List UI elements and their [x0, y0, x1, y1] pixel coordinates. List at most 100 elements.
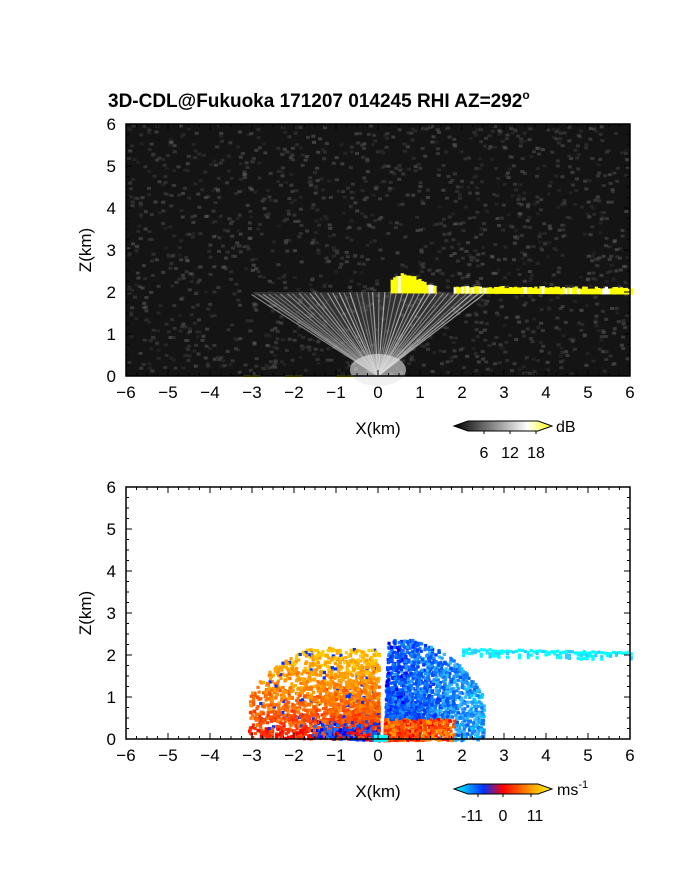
noise-cell [337, 368, 342, 372]
velocity-cell [348, 713, 353, 717]
noise-cell [323, 214, 328, 218]
velocity-cell [344, 734, 348, 738]
noise-cell [165, 193, 170, 197]
noise-cell [239, 177, 244, 181]
velocity-cell [271, 686, 275, 690]
velocity-cell [376, 709, 380, 714]
noise-cell [273, 362, 278, 366]
velocity-cell [371, 722, 375, 726]
velocity-cell [360, 664, 364, 668]
velocity-cell [270, 710, 274, 714]
cloud-echo-cell [496, 286, 500, 294]
velocity-cell [305, 648, 310, 652]
noise-cell [516, 202, 521, 206]
velocity-cell [361, 730, 365, 734]
noise-cell [261, 142, 266, 146]
noise-cell [250, 268, 255, 272]
noise-cell [350, 196, 355, 200]
velocity-cell [344, 709, 348, 713]
noise-cell [341, 190, 346, 194]
velocity-cell [289, 689, 293, 694]
velocity-cell [287, 691, 291, 696]
velocity-cell [344, 718, 348, 723]
noise-cell [474, 133, 479, 137]
velocity-cell [282, 727, 286, 731]
noise-cell [439, 362, 444, 366]
noise-cell [420, 146, 425, 150]
velocity-cell [315, 715, 320, 719]
velocity-cell [450, 668, 454, 672]
noise-cell [590, 225, 595, 229]
noise-cell [190, 305, 195, 309]
noise-cell [226, 154, 231, 158]
noise-cell [467, 156, 472, 160]
noise-cell [518, 144, 523, 148]
noise-cell [228, 141, 233, 145]
noise-cell [593, 278, 598, 282]
noise-cell [278, 295, 283, 299]
velocity-cell [273, 669, 277, 673]
noise-cell [499, 305, 504, 309]
velocity-cell [349, 717, 353, 721]
velocity-cell [354, 688, 358, 692]
noise-cell [476, 253, 481, 257]
noise-cell [225, 181, 230, 185]
noise-cell [299, 344, 304, 348]
velocity-cell [356, 691, 360, 695]
noise-cell [178, 329, 183, 333]
velocity-cell [275, 665, 279, 669]
velocity-cell [363, 728, 367, 732]
velocity-cell [368, 710, 372, 714]
noise-cell [195, 335, 200, 339]
velocity-cell [459, 730, 463, 734]
velocity-cell [320, 699, 324, 703]
noise-cell [147, 169, 152, 173]
velocity-cell [396, 659, 400, 664]
noise-cell [468, 191, 473, 195]
velocity-cell [414, 644, 419, 648]
noise-cell [276, 309, 281, 313]
noise-cell [445, 285, 450, 289]
noise-cell [493, 362, 498, 366]
velocity-cell [302, 727, 306, 731]
noise-cell [347, 225, 352, 229]
noise-cell [559, 366, 564, 370]
noise-cell [522, 303, 527, 307]
velocity-cell [345, 724, 349, 729]
noise-cell [442, 224, 447, 228]
noise-cell [621, 319, 626, 323]
noise-cell [554, 130, 559, 134]
noise-cell [608, 354, 613, 358]
noise-cell [383, 134, 388, 138]
velocity-cell [325, 735, 329, 739]
noise-cell [378, 197, 383, 201]
noise-cell [403, 265, 408, 269]
noise-cell [372, 133, 377, 137]
noise-cell [282, 273, 287, 277]
velocity-cell [275, 693, 279, 697]
noise-cell [574, 189, 579, 193]
velocity-cell [318, 690, 323, 694]
noise-cell [303, 345, 308, 349]
noise-cell [475, 264, 480, 268]
cloud-echo-cell [614, 287, 619, 295]
noise-cell [281, 275, 286, 279]
noise-cell [141, 264, 146, 268]
velocity-cell [255, 696, 260, 700]
velocity-cell [377, 707, 381, 711]
velocity-cell [304, 681, 308, 685]
velocity-cell [316, 683, 320, 688]
velocity-cell [342, 715, 346, 719]
noise-cell [347, 285, 352, 289]
velocity-cell [375, 696, 380, 700]
noise-cell [472, 130, 477, 134]
velocity-cell [313, 655, 317, 659]
noise-cell [525, 219, 530, 223]
velocity-cell [366, 680, 370, 685]
noise-cell [155, 341, 160, 345]
noise-cell [287, 337, 292, 341]
velocity-cell [364, 717, 368, 722]
noise-cell [504, 340, 509, 344]
velocity-cell [419, 679, 423, 683]
velocity-cell [267, 727, 271, 731]
